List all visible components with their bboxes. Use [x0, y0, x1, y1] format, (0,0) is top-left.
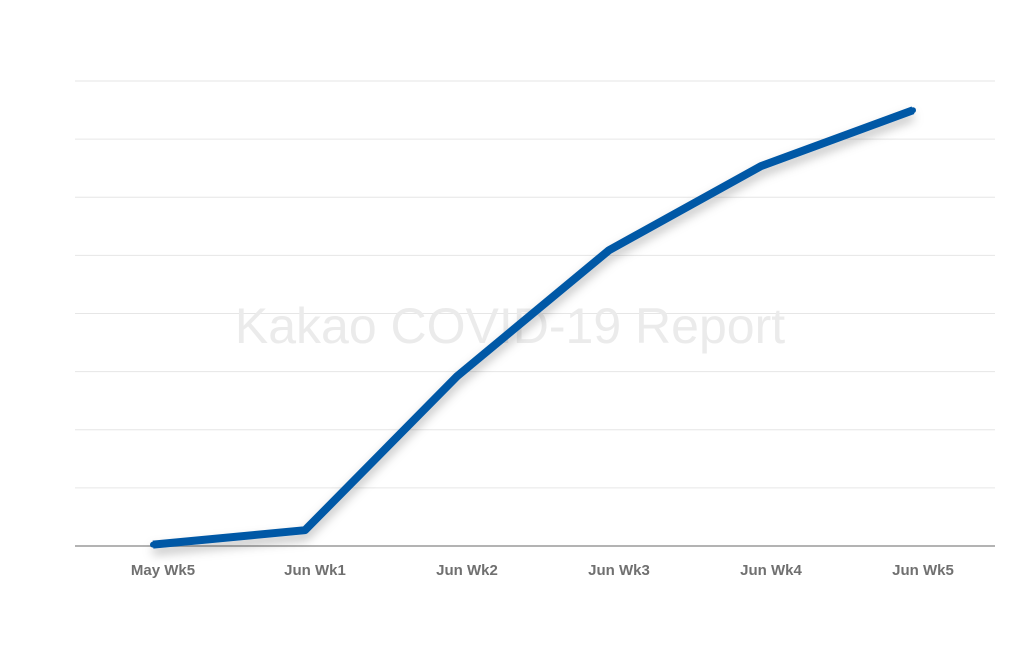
x-tick-label: Jun Wk3	[588, 562, 650, 579]
x-tick-label: Jun Wk5	[892, 562, 954, 579]
x-axis-tick-labels: May Wk5 Jun Wk1 Jun Wk2 Jun Wk3 Jun Wk4 Jun W…	[131, 562, 954, 579]
series-layer	[152, 106, 915, 549]
data-point	[910, 107, 916, 114]
data-points	[150, 107, 916, 548]
series-line	[152, 106, 915, 549]
data-point	[606, 247, 612, 254]
data-point	[758, 163, 764, 170]
data-point	[454, 373, 460, 380]
x-tick-label: Jun Wk2	[436, 562, 498, 579]
data-point	[150, 541, 156, 548]
x-tick-label: Jun Wk1	[284, 562, 346, 579]
x-tick-label: May Wk5	[131, 562, 195, 579]
watermark-text: Kakao COVID-19 Report	[235, 298, 785, 354]
x-tick-label: Jun Wk4	[740, 562, 802, 579]
data-point	[302, 527, 308, 534]
